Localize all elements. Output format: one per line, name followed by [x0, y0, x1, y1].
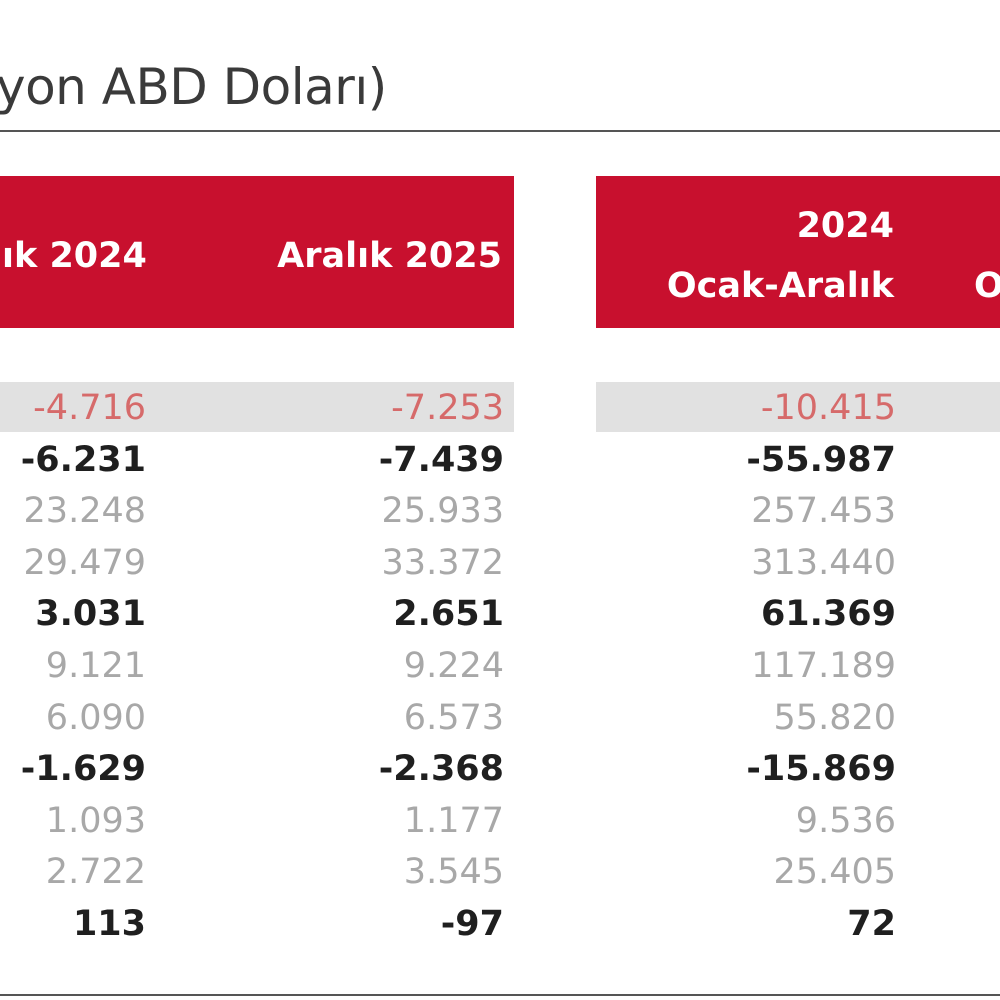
- header-col-aralik-2025: Aralık 2025: [277, 236, 502, 276]
- table-cell: -2.368: [378, 749, 504, 790]
- table-cell: 1.093: [45, 800, 146, 841]
- table-cell: -6.231: [20, 439, 146, 480]
- row-highlight-left: [0, 382, 514, 432]
- table-cell: -7.253: [391, 388, 504, 428]
- header-col-aralik-2024: lık 2024: [0, 236, 147, 276]
- table-cell: 6.090: [45, 697, 146, 738]
- table-cell: 72: [847, 904, 896, 944]
- table-cell: 61.369: [760, 594, 896, 635]
- table-cell: -4.716: [33, 388, 146, 428]
- table-cell: -10.415: [760, 388, 896, 428]
- table-cell: -7.439: [378, 439, 504, 480]
- table-cell: 1.177: [403, 800, 504, 841]
- table-cell: -15.869: [746, 749, 896, 790]
- table-cell: 3.545: [403, 852, 504, 893]
- header-band-cumulative: 2024 Ocak-Aralık O: [596, 176, 1000, 328]
- table-cell: 6.573: [403, 697, 504, 738]
- bottom-rule: [0, 994, 1000, 996]
- table-title: yon ABD Doları): [0, 58, 387, 116]
- table-cell: 23.248: [23, 491, 146, 532]
- table-cell: -55.987: [746, 439, 896, 480]
- header-col-2024-range: Ocak-Aralık: [666, 266, 894, 306]
- top-rule: [0, 130, 1000, 132]
- header-band-monthly: lık 2024 Aralık 2025: [0, 176, 514, 328]
- table-cell: 113: [72, 904, 146, 944]
- table-cell: 25.405: [773, 852, 896, 893]
- table-cell: 55.820: [773, 697, 896, 738]
- table-cell: 9.536: [795, 800, 896, 841]
- table-cell: 2.722: [45, 852, 146, 893]
- table-cell: -97: [440, 904, 504, 944]
- table-cell: 9.224: [403, 646, 504, 686]
- header-col-2024-year: 2024: [796, 206, 894, 246]
- header-col-partial: O: [974, 266, 1000, 306]
- table-cell: 9.121: [45, 646, 146, 686]
- table-cell: 257.453: [751, 491, 896, 532]
- table-cell: -1.629: [20, 749, 146, 790]
- table-cell: 3.031: [35, 594, 146, 635]
- table-cell: 117.189: [751, 646, 896, 686]
- row-highlight-right: [596, 382, 1000, 432]
- table-cell: 25.933: [381, 491, 504, 532]
- table-cell: 33.372: [381, 542, 504, 583]
- table-cell: 29.479: [23, 542, 146, 583]
- table-cell: 2.651: [393, 594, 504, 635]
- table-cell: 313.440: [751, 542, 896, 583]
